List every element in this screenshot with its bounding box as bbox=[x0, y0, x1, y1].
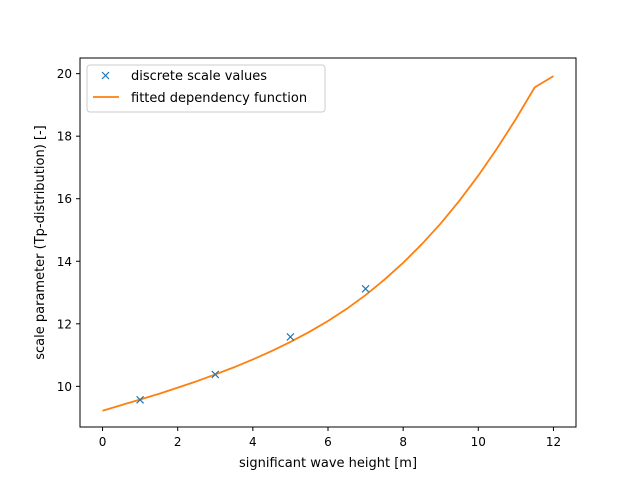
x-tick-label: 0 bbox=[99, 435, 107, 449]
legend-box bbox=[86, 64, 326, 113]
legend-entry-fitted: fitted dependency function bbox=[131, 91, 307, 106]
y-tick-label: 10 bbox=[57, 380, 72, 394]
plot-area: 0 2 4 6 8 10 12 10 12 14 16 18 20 bbox=[57, 57, 577, 449]
scatter-point bbox=[136, 395, 145, 404]
legend: discrete scale values fitted dependency … bbox=[86, 64, 326, 113]
legend-entry-discrete: discrete scale values bbox=[131, 69, 267, 84]
x-tick-label: 12 bbox=[546, 435, 561, 449]
fitted-line bbox=[102, 75, 554, 412]
scatter-point bbox=[361, 284, 370, 293]
y-tick-label: 14 bbox=[57, 255, 72, 269]
x-axis-ticks: 0 2 4 6 8 10 12 bbox=[99, 427, 561, 449]
y-axis-ticks: 10 12 14 16 18 20 bbox=[57, 67, 80, 394]
scatter-point bbox=[211, 370, 220, 379]
y-tick-label: 20 bbox=[57, 67, 72, 81]
legend-marker-x-icon bbox=[101, 71, 110, 80]
y-tick-label: 12 bbox=[57, 317, 72, 331]
x-tick-label: 6 bbox=[324, 435, 332, 449]
y-axis-label: scale parameter (Tp-distribution) [-] bbox=[33, 125, 48, 359]
y-tick-label: 16 bbox=[57, 192, 72, 206]
x-tick-label: 10 bbox=[471, 435, 486, 449]
x-tick-label: 2 bbox=[174, 435, 182, 449]
series-layer bbox=[102, 75, 554, 412]
y-tick-label: 18 bbox=[57, 130, 72, 144]
x-axis-label: significant wave height [m] bbox=[239, 456, 417, 471]
x-tick-label: 8 bbox=[399, 435, 407, 449]
scatter-point bbox=[286, 333, 295, 341]
x-tick-label: 4 bbox=[249, 435, 257, 449]
